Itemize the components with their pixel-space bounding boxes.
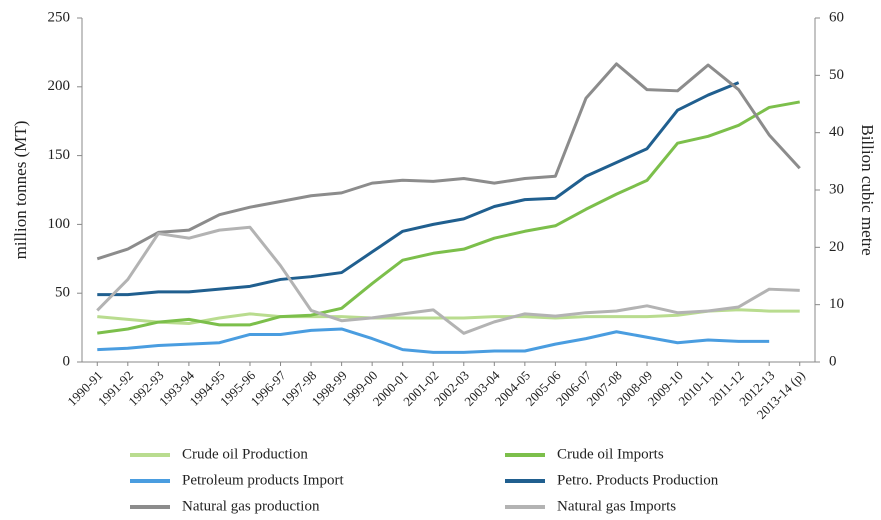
- legend-label: Petro. Products Production: [557, 472, 719, 488]
- y-tick-label: 100: [48, 216, 71, 232]
- legend-label: Crude oil Imports: [557, 446, 664, 462]
- legend-label: Natural gas production: [182, 498, 320, 514]
- legend-label: Crude oil Production: [182, 446, 308, 462]
- y-tick-label: 150: [48, 147, 71, 163]
- y2-axis-label: Billion cubic metre: [858, 124, 877, 255]
- y2-tick-label: 10: [829, 296, 844, 312]
- series-line: [97, 327, 770, 354]
- y2-tick-label: 20: [829, 239, 844, 255]
- y-tick-label: 50: [55, 285, 70, 301]
- y-tick-label: 250: [48, 9, 71, 25]
- series-line: [96, 62, 801, 261]
- y2-tick-label: 40: [829, 124, 844, 140]
- legend-label: Petroleum products Import: [182, 472, 344, 488]
- y-tick-label: 200: [48, 78, 71, 94]
- y2-tick-label: 50: [829, 67, 844, 83]
- series-line: [96, 225, 800, 335]
- legend-label: Natural gas Imports: [557, 498, 676, 514]
- series-line: [97, 308, 800, 325]
- y2-tick-label: 0: [829, 353, 837, 369]
- y2-tick-label: 30: [829, 181, 844, 197]
- y2-tick-label: 60: [829, 9, 844, 25]
- y-tick-label: 0: [63, 353, 71, 369]
- series-line: [97, 100, 800, 335]
- series-line: [97, 81, 740, 297]
- y-axis-label: million tonnes (MT): [11, 121, 30, 260]
